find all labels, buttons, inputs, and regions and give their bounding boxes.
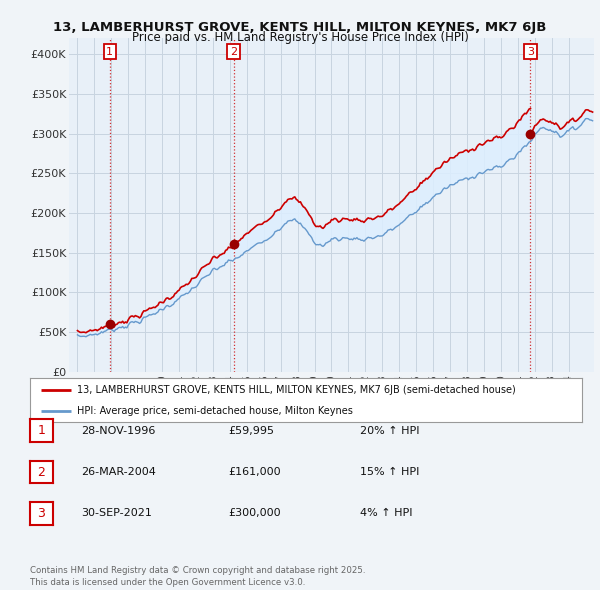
Text: Price paid vs. HM Land Registry's House Price Index (HPI): Price paid vs. HM Land Registry's House … bbox=[131, 31, 469, 44]
Text: 13, LAMBERHURST GROVE, KENTS HILL, MILTON KEYNES, MK7 6JB: 13, LAMBERHURST GROVE, KENTS HILL, MILTO… bbox=[53, 21, 547, 34]
Text: 3: 3 bbox=[527, 47, 534, 57]
Text: HPI: Average price, semi-detached house, Milton Keynes: HPI: Average price, semi-detached house,… bbox=[77, 406, 353, 416]
Text: £59,995: £59,995 bbox=[228, 426, 274, 435]
Text: 3: 3 bbox=[37, 507, 46, 520]
Text: £300,000: £300,000 bbox=[228, 509, 281, 518]
Text: £161,000: £161,000 bbox=[228, 467, 281, 477]
Text: 13, LAMBERHURST GROVE, KENTS HILL, MILTON KEYNES, MK7 6JB (semi-detached house): 13, LAMBERHURST GROVE, KENTS HILL, MILTO… bbox=[77, 385, 515, 395]
Text: 26-MAR-2004: 26-MAR-2004 bbox=[81, 467, 156, 477]
Text: 1: 1 bbox=[37, 424, 46, 437]
Text: 30-SEP-2021: 30-SEP-2021 bbox=[81, 509, 152, 518]
Text: 28-NOV-1996: 28-NOV-1996 bbox=[81, 426, 155, 435]
Text: Contains HM Land Registry data © Crown copyright and database right 2025.
This d: Contains HM Land Registry data © Crown c… bbox=[30, 566, 365, 587]
Text: 2: 2 bbox=[230, 47, 238, 57]
Text: 15% ↑ HPI: 15% ↑ HPI bbox=[360, 467, 419, 477]
Text: 2: 2 bbox=[37, 466, 46, 478]
Text: 20% ↑ HPI: 20% ↑ HPI bbox=[360, 426, 419, 435]
Text: 1: 1 bbox=[106, 47, 113, 57]
Text: 4% ↑ HPI: 4% ↑ HPI bbox=[360, 509, 413, 518]
